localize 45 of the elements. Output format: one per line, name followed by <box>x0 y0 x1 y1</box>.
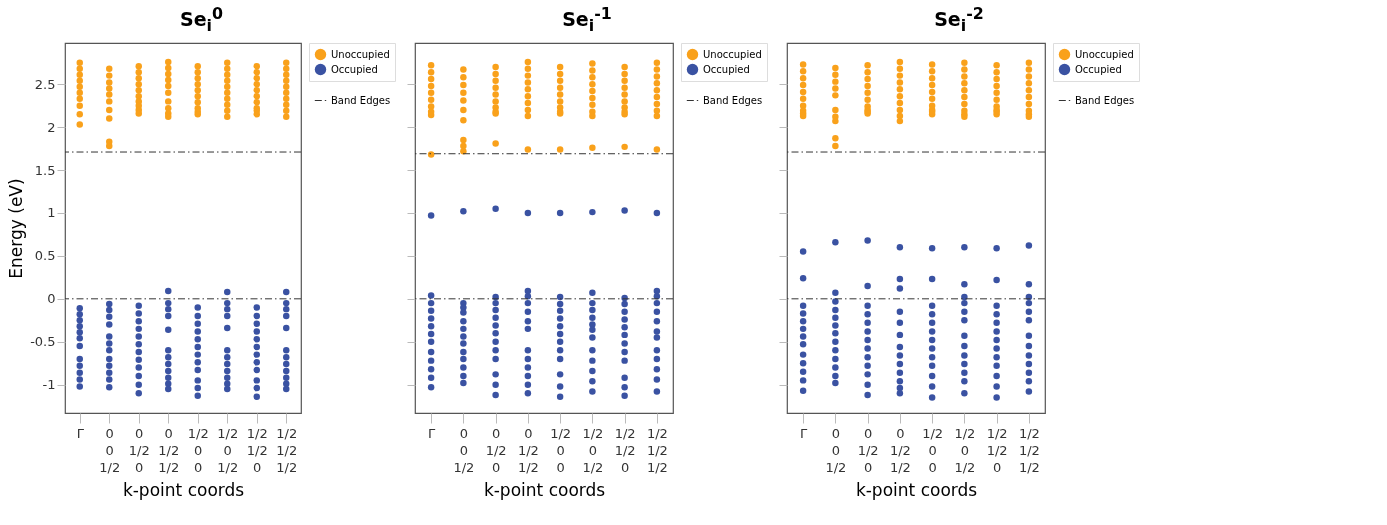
x-tick-label: 0 0 1/2 <box>453 425 475 475</box>
x-tick-label: 1/2 1/2 1/2 <box>1018 425 1040 475</box>
y-tick-label: 2.5 <box>34 76 56 92</box>
x-tick-label: 0 0 1/2 <box>825 425 847 475</box>
legend-label: Occupied <box>331 63 378 75</box>
x-tick-label: 1/2 1/2 0 <box>614 425 636 475</box>
legend-label: Unoccupied <box>703 48 762 60</box>
x-tick-label: 1/2 0 0 <box>187 425 209 475</box>
x-tick-label: 1/2 0 0 <box>922 425 944 475</box>
x-tick-label: 1/2 1/2 0 <box>986 425 1008 475</box>
x-tick-label: 1/2 1/2 0 <box>246 425 268 475</box>
x-tick-label: 1/2 1/2 1/2 <box>646 425 668 475</box>
legend-label: Unoccupied <box>331 48 390 60</box>
x-tick-label: 0 1/2 0 <box>128 425 150 475</box>
x-tick-label: 0 1/2 1/2 <box>889 425 911 475</box>
x-tick-label: 0 1/2 1/2 <box>517 425 539 475</box>
legend-label: Band Edges <box>331 94 391 106</box>
y-tick-label: 1.5 <box>34 162 56 178</box>
x-tick-label: 1/2 0 1/2 <box>582 425 604 475</box>
legend-label: Band Edges <box>703 94 763 106</box>
x-axis-title: k-point coords <box>483 479 606 500</box>
y-tick-label: -1 <box>42 377 56 393</box>
x-axis-title: k-point coords <box>855 479 978 500</box>
x-tick-label: 1/2 0 1/2 <box>954 425 976 475</box>
x-tick-label: 0 0 1/2 <box>99 425 121 475</box>
y-axis-title: Energy (eV) <box>6 178 27 279</box>
y-tick-label: 1 <box>47 205 56 221</box>
x-tick-label: Γ <box>428 425 436 441</box>
y-tick-label: 2 <box>47 119 56 135</box>
x-tick-label: 1/2 0 1/2 <box>217 425 239 475</box>
x-tick-label: Γ <box>800 425 808 441</box>
y-tick-label: 0 <box>47 291 56 307</box>
legend-label: Unoccupied <box>1075 48 1134 60</box>
x-tick-label: 1/2 0 0 <box>550 425 572 475</box>
x-tick-label: 0 1/2 0 <box>485 425 507 475</box>
legend-label: Band Edges <box>1075 94 1135 106</box>
y-tick-label: -0.5 <box>30 334 56 350</box>
legend-label: Occupied <box>1075 63 1122 75</box>
legend-label: Occupied <box>703 63 750 75</box>
y-tick-label: 0.5 <box>34 248 56 264</box>
x-tick-label: 1/2 1/2 1/2 <box>276 425 298 475</box>
x-tick-label: 0 1/2 0 <box>857 425 879 475</box>
x-tick-label: Γ <box>76 425 85 441</box>
x-tick-label: 0 1/2 1/2 <box>158 425 180 475</box>
x-axis-title: k-point coords <box>122 479 245 500</box>
